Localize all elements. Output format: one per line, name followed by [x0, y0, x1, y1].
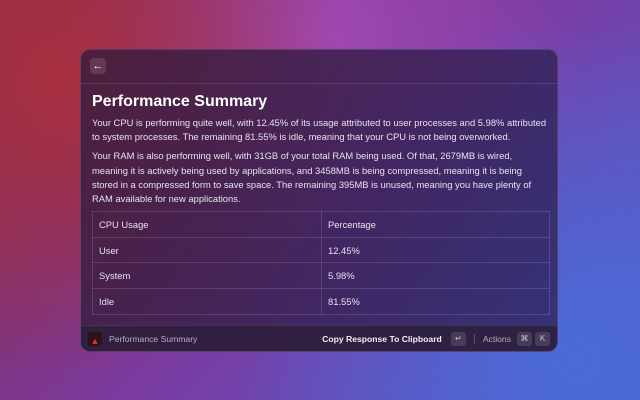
enter-key-icon: ↵: [450, 331, 466, 346]
cpu-usage-table: CPU Usage Percentage User 12.45% System 5.9…: [92, 211, 550, 315]
action-bar: ▲ Performance Summary Copy Response To C…: [81, 325, 557, 351]
app-logo-icon: ▲: [88, 331, 102, 346]
ai-chat-window: ← Performance Summary Your CPU is perfor…: [80, 49, 558, 352]
table-cell: 5.98%: [321, 262, 550, 289]
table-cell: System: [92, 262, 322, 289]
k-key-icon: K: [535, 331, 550, 346]
table-cell: 12.45%: [321, 236, 550, 264]
table-cell: 81.55%: [321, 288, 550, 315]
command-key-icon: ⌘: [517, 331, 532, 346]
actions-button[interactable]: Actions: [482, 333, 511, 344]
back-button[interactable]: ←: [90, 58, 106, 74]
header-cell: Percentage: [321, 211, 550, 238]
divider: [473, 333, 475, 344]
table-header-row: CPU Usage Percentage: [92, 211, 550, 238]
table-cell: User: [92, 236, 322, 264]
header: ←: [81, 50, 557, 84]
table-row: Idle 81.55%: [92, 288, 550, 315]
page-title: Performance Summary: [92, 93, 268, 110]
table-cell: Idle: [92, 288, 322, 315]
header-cell: CPU Usage: [92, 211, 322, 238]
table-row: System 5.98%: [92, 262, 550, 289]
ram-paragraph: Your RAM is also performing well, with 3…: [92, 150, 532, 205]
cpu-paragraph: Your CPU is performing quite well, with …: [92, 117, 547, 143]
copy-response-button[interactable]: Copy Response To Clipboard: [322, 333, 442, 344]
arrow-left-icon: ←: [92, 60, 104, 72]
table-row: User 12.45%: [92, 236, 550, 264]
response-content[interactable]: Performance Summary Your CPU is performi…: [81, 84, 557, 327]
footer-title: Performance Summary: [109, 333, 198, 344]
